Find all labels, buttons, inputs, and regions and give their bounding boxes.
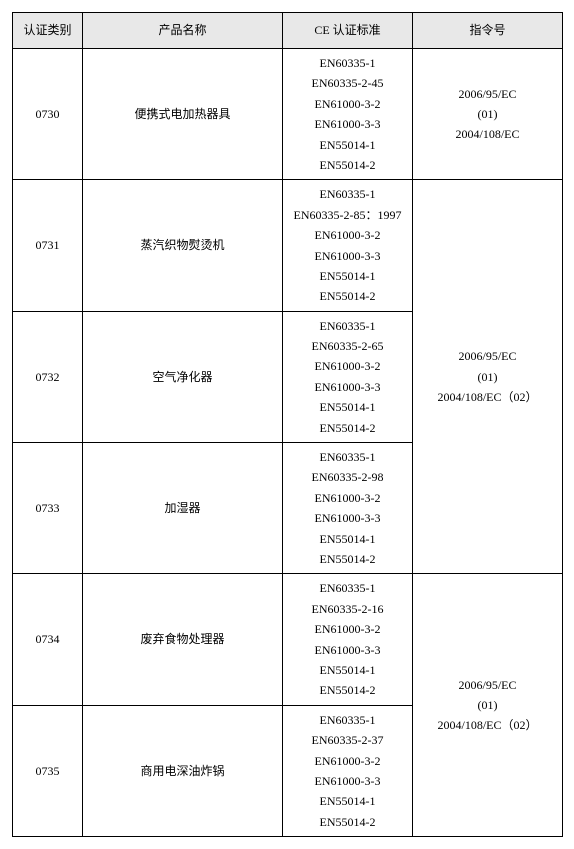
cell-product: 商用电深油炸锅 bbox=[83, 705, 283, 836]
cell-standards: EN60335-1EN60335-2-45EN61000-3-2EN61000-… bbox=[283, 49, 413, 180]
standard-line: EN61000-3-2 bbox=[285, 488, 410, 508]
standard-line: EN55014-1 bbox=[285, 266, 410, 286]
standard-line: EN60335-1 bbox=[285, 316, 410, 336]
standard-line: EN60335-2-37 bbox=[285, 730, 410, 750]
directive-line: 2004/108/EC（02） bbox=[415, 387, 560, 407]
cell-product: 便携式电加热器具 bbox=[83, 49, 283, 180]
standard-line: EN55014-2 bbox=[285, 812, 410, 832]
cell-standards: EN60335-1EN60335-2-65EN61000-3-2EN61000-… bbox=[283, 311, 413, 442]
directive-line: (01) bbox=[415, 367, 560, 387]
standard-line: EN61000-3-2 bbox=[285, 751, 410, 771]
standard-line: EN60335-1 bbox=[285, 578, 410, 598]
standard-line: EN55014-1 bbox=[285, 791, 410, 811]
header-product: 产品名称 bbox=[83, 13, 283, 49]
cell-directive: 2006/95/EC(01)2004/108/EC（02） bbox=[413, 574, 563, 837]
standard-line: EN60335-1 bbox=[285, 710, 410, 730]
cell-product: 空气净化器 bbox=[83, 311, 283, 442]
directive-line: 2006/95/EC bbox=[415, 346, 560, 366]
standard-line: EN61000-3-3 bbox=[285, 377, 410, 397]
directive-line: 2006/95/EC bbox=[415, 84, 560, 104]
cell-category: 0735 bbox=[13, 705, 83, 836]
directive-line: (01) bbox=[415, 695, 560, 715]
cell-category: 0731 bbox=[13, 180, 83, 311]
header-directive: 指令号 bbox=[413, 13, 563, 49]
cell-directive: 2006/95/EC(01)2004/108/EC bbox=[413, 49, 563, 180]
standard-line: EN61000-3-3 bbox=[285, 246, 410, 266]
standard-line: EN55014-2 bbox=[285, 286, 410, 306]
standard-line: EN55014-1 bbox=[285, 135, 410, 155]
directive-line: 2004/108/EC（02） bbox=[415, 715, 560, 735]
standard-line: EN55014-1 bbox=[285, 397, 410, 417]
standard-line: EN61000-3-3 bbox=[285, 640, 410, 660]
cell-product: 蒸汽织物熨烫机 bbox=[83, 180, 283, 311]
standard-line: EN55014-2 bbox=[285, 418, 410, 438]
standard-line: EN60335-2-85：1997 bbox=[285, 205, 410, 225]
standard-line: EN55014-2 bbox=[285, 680, 410, 700]
cell-product: 加湿器 bbox=[83, 443, 283, 574]
standard-line: EN60335-1 bbox=[285, 184, 410, 204]
standard-line: EN60335-2-98 bbox=[285, 467, 410, 487]
cell-category: 0734 bbox=[13, 574, 83, 705]
standard-line: EN60335-1 bbox=[285, 53, 410, 73]
standard-line: EN61000-3-2 bbox=[285, 619, 410, 639]
ce-cert-table: 认证类别 产品名称 CE 认证标准 指令号 0730便携式电加热器具EN6033… bbox=[12, 12, 563, 837]
directive-line: (01) bbox=[415, 104, 560, 124]
standard-line: EN61000-3-2 bbox=[285, 94, 410, 114]
standard-line: EN60335-2-45 bbox=[285, 73, 410, 93]
table-header-row: 认证类别 产品名称 CE 认证标准 指令号 bbox=[13, 13, 563, 49]
standard-line: EN61000-3-2 bbox=[285, 356, 410, 376]
standard-line: EN60335-2-16 bbox=[285, 599, 410, 619]
cell-standards: EN60335-1EN60335-2-16EN61000-3-2EN61000-… bbox=[283, 574, 413, 705]
standard-line: EN60335-1 bbox=[285, 447, 410, 467]
cell-product: 废弃食物处理器 bbox=[83, 574, 283, 705]
cell-standards: EN60335-1EN60335-2-37EN61000-3-2EN61000-… bbox=[283, 705, 413, 836]
standard-line: EN55014-1 bbox=[285, 529, 410, 549]
standard-line: EN55014-2 bbox=[285, 549, 410, 569]
table-row: 0734废弃食物处理器EN60335-1EN60335-2-16EN61000-… bbox=[13, 574, 563, 705]
header-category: 认证类别 bbox=[13, 13, 83, 49]
cell-category: 0730 bbox=[13, 49, 83, 180]
table-body: 0730便携式电加热器具EN60335-1EN60335-2-45EN61000… bbox=[13, 49, 563, 837]
standard-line: EN61000-3-3 bbox=[285, 114, 410, 134]
table-row: 0731蒸汽织物熨烫机EN60335-1EN60335-2-85：1997EN6… bbox=[13, 180, 563, 311]
standard-line: EN61000-3-3 bbox=[285, 771, 410, 791]
standard-line: EN61000-3-2 bbox=[285, 225, 410, 245]
cell-category: 0732 bbox=[13, 311, 83, 442]
table-row: 0730便携式电加热器具EN60335-1EN60335-2-45EN61000… bbox=[13, 49, 563, 180]
header-standard: CE 认证标准 bbox=[283, 13, 413, 49]
standard-line: EN61000-3-3 bbox=[285, 508, 410, 528]
standard-line: EN55014-1 bbox=[285, 660, 410, 680]
directive-line: 2006/95/EC bbox=[415, 675, 560, 695]
cell-category: 0733 bbox=[13, 443, 83, 574]
standard-line: EN60335-2-65 bbox=[285, 336, 410, 356]
cell-standards: EN60335-1EN60335-2-85：1997EN61000-3-2EN6… bbox=[283, 180, 413, 311]
cell-standards: EN60335-1EN60335-2-98EN61000-3-2EN61000-… bbox=[283, 443, 413, 574]
directive-line: 2004/108/EC bbox=[415, 124, 560, 144]
cell-directive: 2006/95/EC(01)2004/108/EC（02） bbox=[413, 180, 563, 574]
standard-line: EN55014-2 bbox=[285, 155, 410, 175]
